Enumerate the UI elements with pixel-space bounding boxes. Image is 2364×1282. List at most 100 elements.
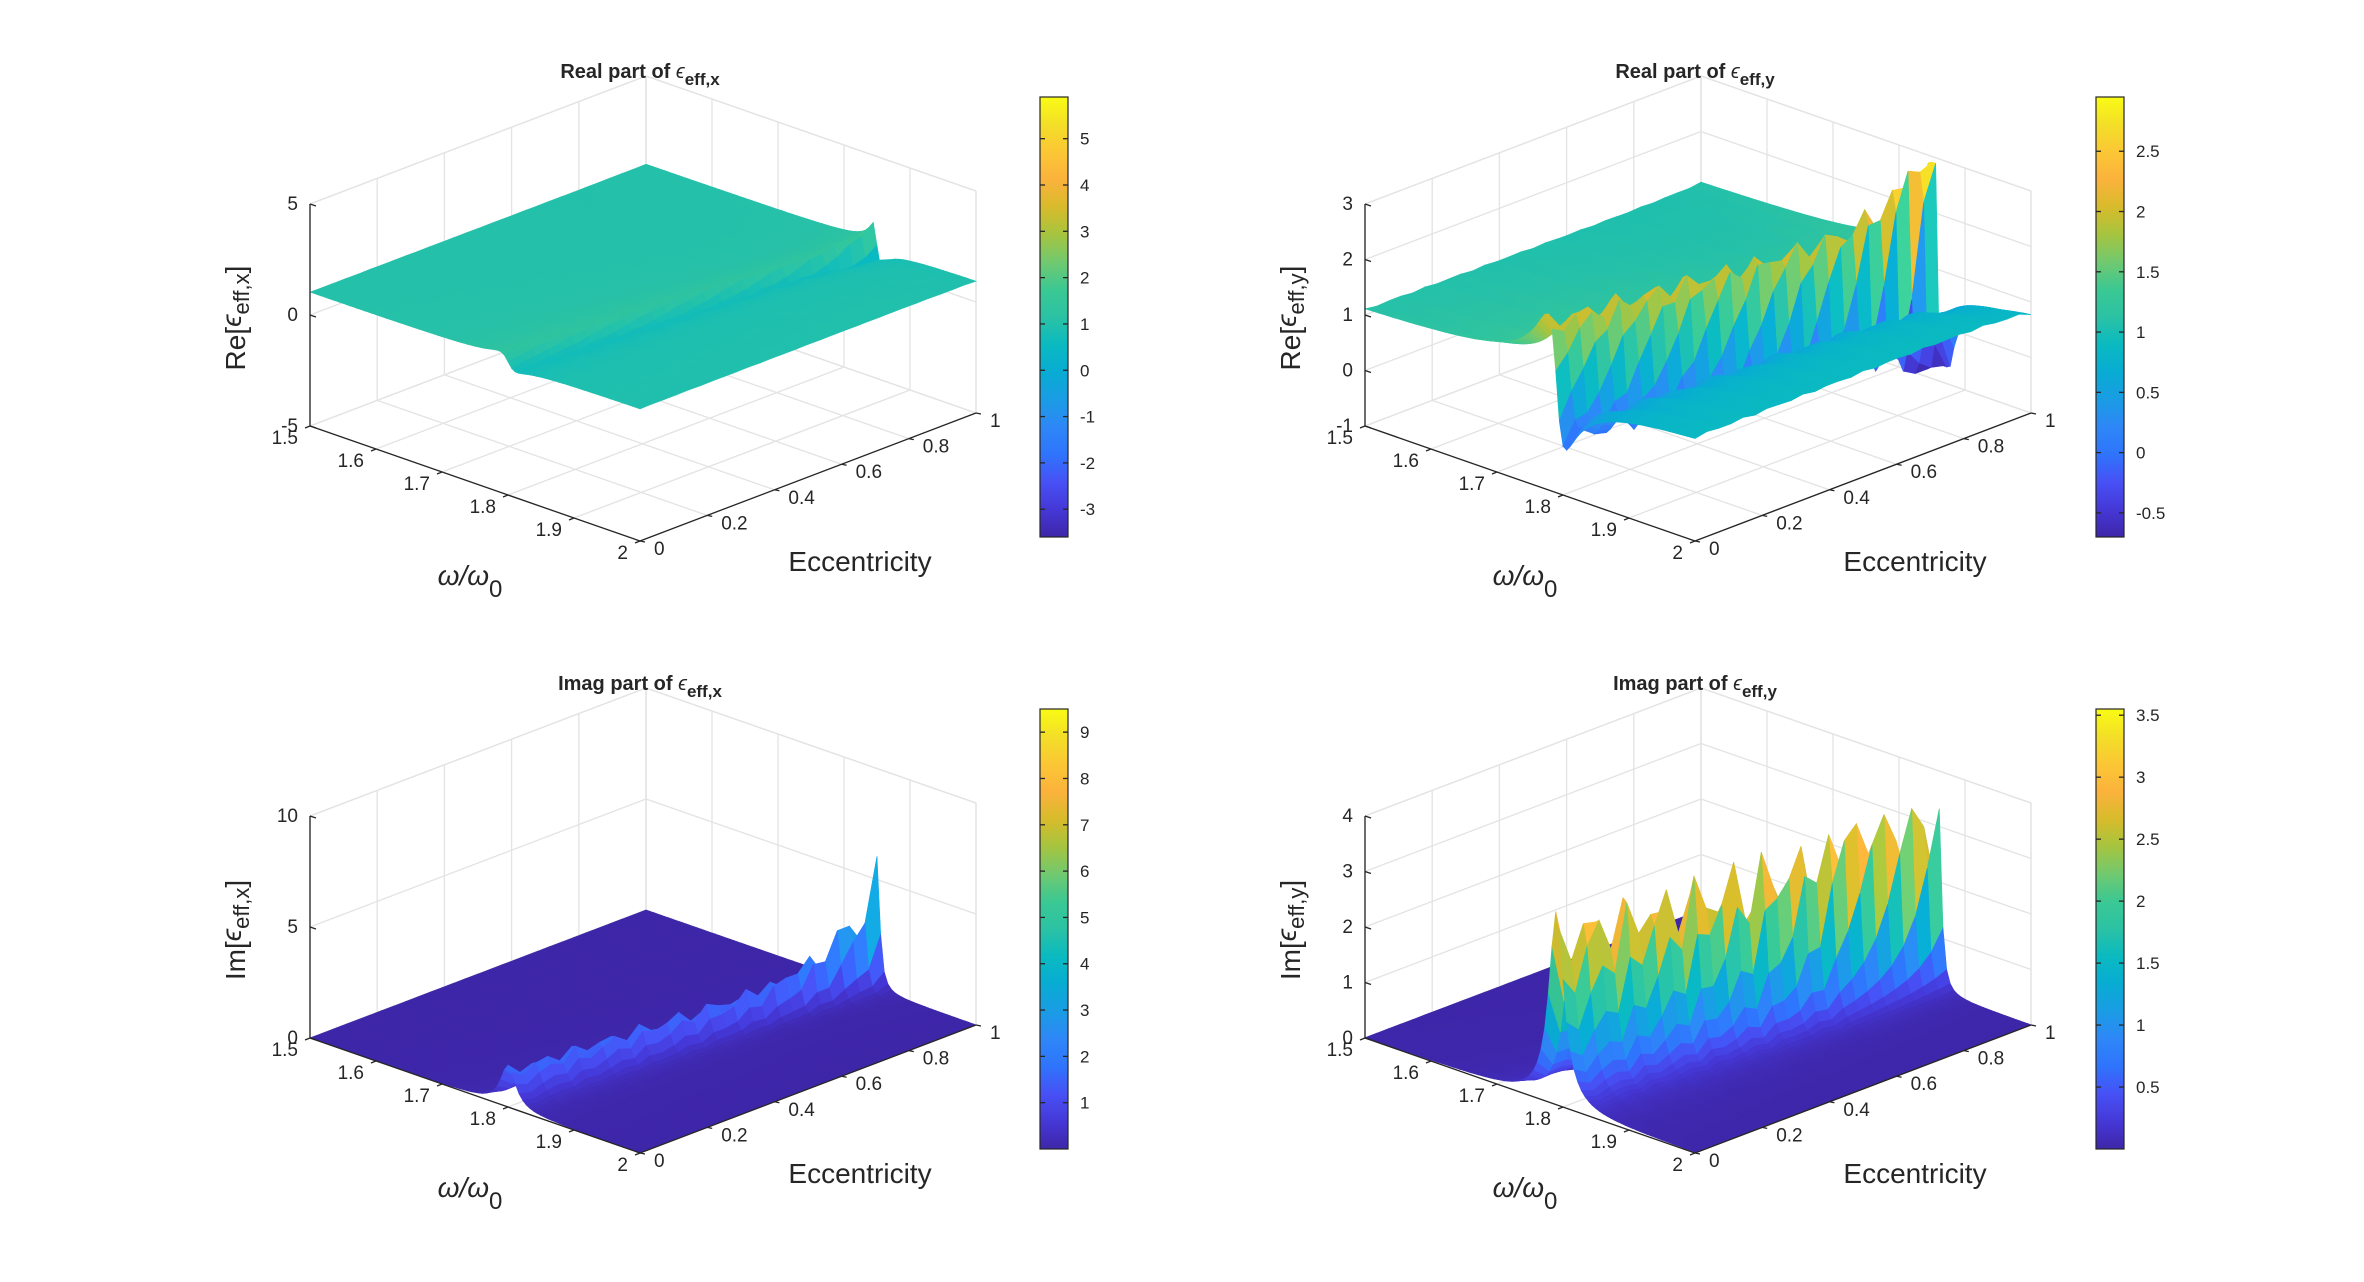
x-axis-line [1694,412,2032,542]
colorbar-tick-label: 0 [1080,361,1089,380]
x-tick-label: 0.8 [1978,1049,2004,1070]
subplot-re-x: 0 0.2 0.4 0.6 0.8 1 1.5 1.6 1.7 1.8 1.9 2 -5 0 5 Real p… [216,61,1095,603]
y-tick-label: 1.6 [338,451,364,472]
y-tick-label: 1.6 [1393,1063,1419,1084]
colorbar-tick-label: 4 [1080,955,1089,974]
colorbar-tick-label: 5 [1080,908,1089,927]
x-tick-label: 0 [654,539,665,560]
x-tick-label: 0.2 [1776,1125,1802,1146]
colorbar-im-y: 0.5 1 1.5 2 2.5 3 3.5 [2095,706,2160,1150]
x-axis-line [639,412,977,542]
axes-re-x: 0 0.2 0.4 0.6 0.8 1 1.5 1.6 1.7 1.8 1.9 2 -5 0 5 [272,194,1001,564]
colorbar-tick-label: 1 [2136,323,2145,342]
colorbar-tick-label: 3 [1080,222,1089,241]
z-axis-label: Im[ϵeff,y] [1271,880,1309,980]
z-tick-label: 2 [1342,917,1353,938]
subplot-title: Imag part of ϵeff,y [1613,673,1777,701]
colorbar-tick-label: 7 [1080,816,1089,835]
axes-re-y: 0 0.2 0.4 0.6 0.8 1 1.5 1.6 1.7 1.8 1.9 2 -1 0 1 2 3 [1327,194,2056,564]
z-tick-label: 1 [1342,973,1353,994]
z-tick-label: 5 [287,917,298,938]
colorbar-tick-label: 1 [1080,315,1089,334]
z-tick-label: 0 [287,305,298,326]
x-tick-label: 0 [1709,539,1720,560]
z-tick-label: 3 [1342,862,1353,883]
colorbar-tick-label: 9 [1080,723,1089,742]
colorbar-tick-label: 3 [2136,768,2145,787]
colorbar-tick-label: 0.5 [2136,1078,2160,1097]
x-tick-label: 0.8 [923,1049,949,1070]
colorbar-tick-label: -0.5 [2136,504,2165,523]
x-tick-label: 0.6 [856,1074,882,1095]
colorbar-tick-label: 2 [2136,892,2145,911]
y-axis-line [309,425,641,542]
y-tick-label: 1.7 [1459,1086,1485,1107]
y-axis-label: ω/ω0 [1493,560,1558,603]
colorbar-re-y: -0.5 0 0.5 1 1.5 2 2.5 [2095,96,2165,538]
x-tick-label: 0.2 [1776,513,1802,534]
x-axis-label: Eccentricity [788,546,931,577]
x-axis-line [639,1024,977,1154]
colorbar-tick-label: -1 [1080,408,1095,427]
x-axis-label: Eccentricity [1843,546,1986,577]
y-tick-label: 1.9 [1591,520,1617,541]
colorbar-tick-label: 1 [1080,1094,1089,1113]
colorbar-tick-label: 0.5 [2136,383,2160,402]
y-tick-label: 1.7 [1459,474,1485,495]
x-tick-label: 0.8 [923,437,949,458]
y-axis-label: ω/ω0 [438,1172,503,1215]
surface-im-x [309,856,977,1154]
colorbar-im-x: 1 2 3 4 5 6 7 8 9 [1039,708,1089,1150]
surface-im-y [1364,807,2032,1153]
colorbar-tick-label: 2 [1080,1047,1089,1066]
z-tick-label: 0 [1342,1028,1353,1049]
z-tick-label: 5 [287,194,298,215]
colorbar-tick-label: 2.5 [2136,830,2160,849]
z-tick-label: -5 [281,416,298,437]
colorbar-gradient [2095,96,2125,538]
subplot-title: Real part of ϵeff,y [1615,61,1775,89]
colorbar-tick-label: 2.5 [2136,142,2160,161]
x-tick-label: 1 [2045,411,2056,432]
colorbar-tick-label: 0 [2136,444,2145,463]
y-tick-label: 1.5 [272,1040,298,1061]
colorbar-tick-label: 3 [1080,1001,1089,1020]
colorbar-tick-label: 5 [1080,130,1089,149]
x-axis-label: Eccentricity [1843,1158,1986,1189]
subplot-title: Imag part of ϵeff,x [558,673,722,701]
x-tick-label: 0.4 [788,1100,815,1121]
x-tick-label: 0.6 [856,462,882,483]
subplot-title: Real part of ϵeff,x [560,61,720,89]
x-axis-label: Eccentricity [788,1158,931,1189]
z-tick-label: 0 [287,1028,298,1049]
colorbar-tick-label: 4 [1080,176,1089,195]
x-tick-label: 0.8 [1978,437,2004,458]
y-tick-label: 1.6 [1393,451,1419,472]
colorbar-tick-label: 1.5 [2136,954,2160,973]
y-axis-line [1364,425,1696,542]
colorbar-tick-label: 3.5 [2136,706,2160,725]
subplot-im-x: 0 0.2 0.4 0.6 0.8 1 1.5 1.6 1.7 1.8 1.9 2 0 5 10 Imag p… [216,673,1089,1215]
z-tick-label: 3 [1342,194,1353,215]
colorbar-tick-label: 2 [1080,269,1089,288]
z-tick-label: 4 [1342,806,1353,827]
y-tick-label: 2 [617,543,628,564]
x-tick-label: 1 [990,1023,1001,1044]
x-tick-label: 0.2 [721,1125,747,1146]
subplot-re-y: 0 0.2 0.4 0.6 0.8 1 1.5 1.6 1.7 1.8 1.9 2 -1 0 1 2 3 Real… [1271,61,2165,603]
colorbar-re-x: -3 -2 -1 0 1 2 3 4 5 [1039,96,1095,538]
colorbar-tick-label: 6 [1080,862,1089,881]
colorbar-tick-label: 1.5 [2136,263,2160,282]
z-tick-label: -1 [1336,416,1353,437]
z-axis-label: Re[ϵeff,x] [216,266,254,371]
surface-re-y [1363,161,2032,451]
y-tick-label: 1.9 [1591,1132,1617,1153]
y-axis-label: ω/ω0 [1493,1172,1558,1215]
colorbar-tick-label: 8 [1080,769,1089,788]
colorbar-gradient [2095,708,2125,1150]
y-tick-label: 1.8 [470,1109,496,1130]
y-tick-label: 1.8 [470,497,496,518]
x-tick-label: 0.2 [721,513,747,534]
surface-re-x [309,163,977,410]
